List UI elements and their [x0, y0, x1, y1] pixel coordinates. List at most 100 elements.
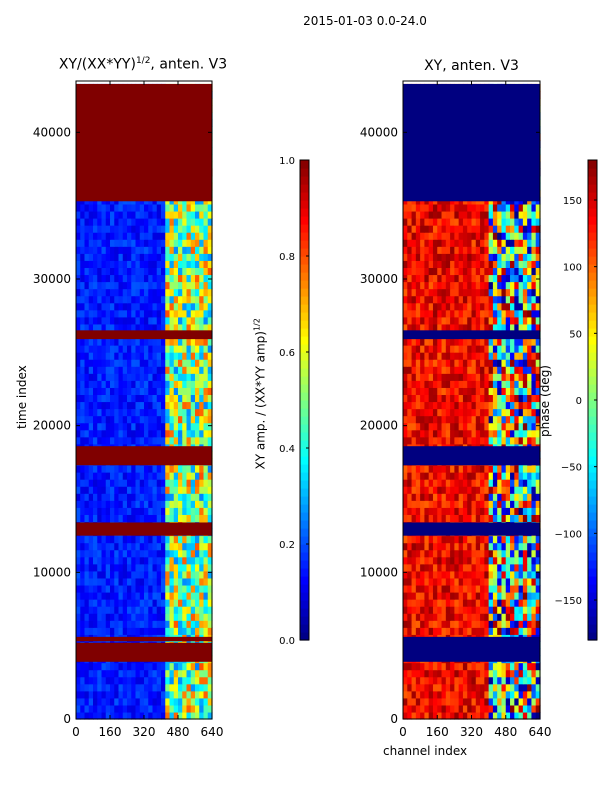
heatmap-cell	[144, 239, 149, 247]
heatmap-cell	[518, 627, 524, 635]
heatmap-cell	[428, 662, 434, 671]
heatmap-cell	[144, 232, 149, 240]
heatmap-cell	[207, 464, 213, 473]
heatmap-cell	[424, 422, 430, 431]
heatmap-cell	[411, 337, 417, 346]
heatmap-cell	[497, 620, 503, 628]
heatmap-cell	[156, 479, 162, 487]
heatmap-cell	[165, 697, 171, 706]
heatmap-cell	[510, 288, 515, 297]
heatmap-cell	[505, 690, 511, 699]
heatmap-cell	[441, 429, 447, 438]
heatmap-cell	[156, 309, 162, 318]
heatmap-cell	[428, 373, 434, 381]
heatmap-cell	[437, 295, 443, 304]
heatmap-cell	[131, 352, 137, 360]
heatmap-cell	[148, 345, 154, 353]
heatmap-cell	[407, 345, 413, 353]
heatmap-cell	[105, 669, 111, 678]
heatmap-cell	[161, 380, 166, 388]
heatmap-cell	[522, 302, 528, 311]
heatmap-cell	[403, 669, 408, 678]
heatmap-cell	[131, 415, 137, 424]
heatmap-cell	[428, 697, 434, 706]
heatmap-cell	[76, 387, 81, 396]
heatmap-cell	[475, 514, 481, 523]
heatmap-cell	[505, 479, 511, 487]
heatmap-cell	[480, 436, 485, 445]
heatmap-cell	[114, 429, 120, 438]
heatmap-cell	[480, 422, 485, 431]
heatmap-cell	[535, 373, 541, 381]
colorbar-segment	[300, 552, 309, 561]
heatmap-cell	[424, 697, 430, 706]
heatmap-cell	[518, 401, 524, 410]
heatmap-cell	[199, 387, 205, 396]
heatmap-cell	[497, 352, 503, 360]
heatmap-cell	[122, 591, 128, 600]
heatmap-cell	[488, 352, 494, 360]
heatmap-cell	[411, 352, 417, 360]
heatmap-cell	[480, 599, 485, 607]
heatmap-cell	[203, 408, 209, 417]
heatmap-cell	[475, 429, 481, 438]
heatmap-cell	[424, 606, 430, 614]
heatmap-cell	[501, 711, 507, 720]
heatmap-cell	[190, 210, 196, 219]
heatmap-cell	[492, 493, 498, 501]
heatmap-cell	[84, 690, 90, 699]
heatmap-cell	[207, 514, 213, 523]
heatmap-cell	[161, 620, 166, 628]
heatmap-cell	[144, 288, 149, 297]
heatmap-cell	[97, 232, 103, 240]
heatmap-cell	[105, 704, 111, 713]
heatmap-cell	[420, 613, 426, 621]
heatmap-cell	[403, 288, 408, 297]
heatmap-cell	[190, 203, 196, 212]
heatmap-cell	[484, 288, 490, 297]
heatmap-cell	[84, 577, 90, 586]
heatmap-cell	[195, 697, 200, 706]
heatmap-cell	[105, 295, 111, 304]
heatmap-cell	[135, 210, 141, 219]
colorbar-segment	[300, 352, 309, 361]
heatmap-cell	[480, 359, 485, 367]
heatmap-cell	[127, 436, 132, 445]
heatmap-cell	[114, 662, 120, 671]
heatmap-cell	[169, 274, 175, 283]
heatmap-cell	[424, 669, 430, 678]
heatmap-cell	[467, 366, 473, 374]
heatmap-cell	[105, 288, 111, 297]
heatmap-cell	[139, 408, 145, 417]
heatmap-cell	[510, 493, 515, 501]
heatmap-cell	[411, 556, 417, 565]
heatmap-cell	[165, 422, 171, 431]
heatmap-cell	[420, 345, 426, 353]
heatmap-cell	[510, 359, 515, 367]
heatmap-cell	[182, 662, 188, 671]
heatmap-cell	[450, 401, 455, 410]
heatmap-cell	[420, 669, 426, 678]
heatmap-cell	[88, 429, 94, 438]
heatmap-cell	[97, 309, 103, 318]
heatmap-cell	[415, 415, 421, 424]
heatmap-cell	[475, 295, 481, 304]
heatmap-cell	[207, 281, 213, 290]
heatmap-cell	[454, 472, 460, 480]
heatmap-cell	[492, 295, 498, 304]
colorbar-segment	[300, 296, 309, 305]
heatmap-cell	[454, 690, 460, 699]
heatmap-cell	[488, 542, 494, 551]
heatmap-cell	[122, 281, 128, 290]
heatmap-cell	[110, 345, 115, 353]
heatmap-cell	[88, 366, 94, 374]
heatmap-cell	[407, 599, 413, 607]
heatmap-cell	[161, 260, 166, 268]
heatmap-cell	[186, 337, 192, 346]
heatmap-cell	[467, 570, 473, 579]
heatmap-cell	[135, 239, 141, 247]
heatmap-cell	[471, 401, 477, 410]
heatmap-cell	[432, 662, 438, 671]
heatmap-cell	[471, 704, 477, 713]
heatmap-cell	[139, 203, 145, 212]
